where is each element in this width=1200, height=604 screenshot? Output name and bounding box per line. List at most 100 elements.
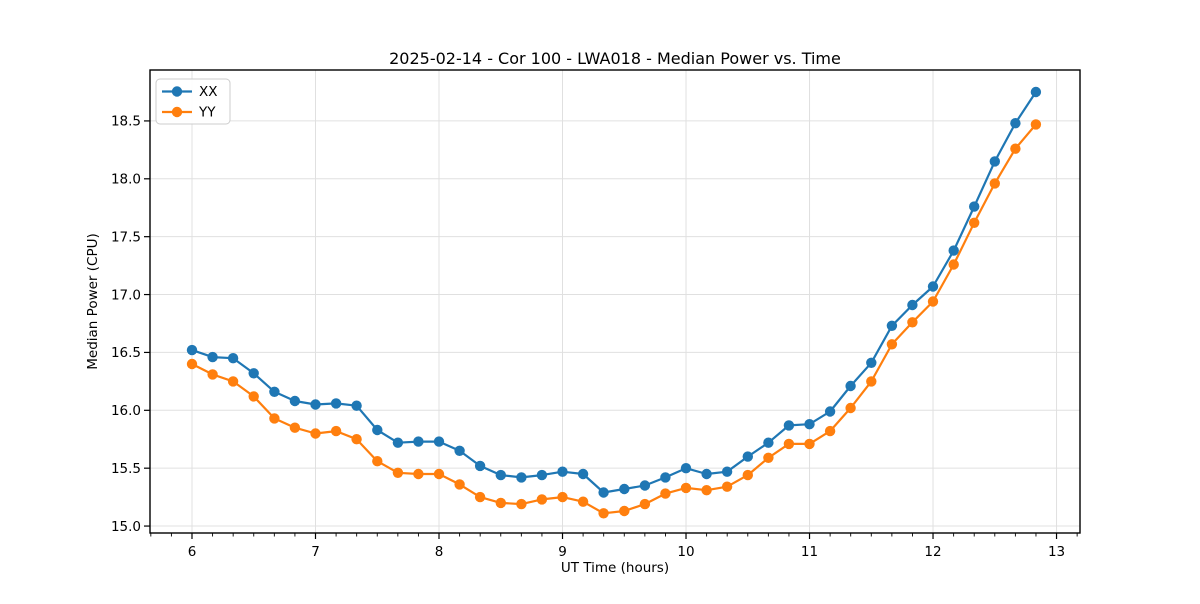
data-point-yy bbox=[763, 452, 774, 463]
data-point-xx bbox=[742, 451, 753, 462]
data-point-xx bbox=[804, 419, 815, 430]
data-point-yy bbox=[598, 508, 609, 519]
data-point-yy bbox=[495, 497, 506, 509]
data-point-xx bbox=[454, 445, 465, 456]
data-point-yy bbox=[516, 498, 527, 510]
data-point-xx bbox=[701, 468, 712, 480]
data-point-xx bbox=[969, 201, 980, 212]
data-point-xx bbox=[186, 344, 198, 356]
data-point-xx bbox=[907, 299, 918, 311]
data-point-yy bbox=[742, 469, 753, 481]
data-point-xx bbox=[536, 469, 548, 481]
chart-title: 2025-02-14 - Cor 100 - LWA018 - Median P… bbox=[389, 49, 841, 68]
x-tick-label: 13 bbox=[1048, 544, 1065, 560]
data-point-xx bbox=[886, 320, 898, 331]
data-point-xx bbox=[372, 424, 383, 436]
data-point-yy bbox=[289, 422, 301, 433]
legend-box bbox=[155, 78, 231, 125]
x-tick-label: 7 bbox=[311, 544, 320, 560]
data-point-xx bbox=[289, 395, 301, 407]
data-point-yy bbox=[1010, 143, 1021, 154]
data-point-xx bbox=[783, 420, 795, 431]
data-point-xx bbox=[598, 487, 609, 498]
data-point-xx bbox=[845, 380, 856, 392]
data-point-yy bbox=[1030, 119, 1042, 130]
legend-item-xx: XX bbox=[162, 84, 218, 100]
data-point-yy bbox=[269, 413, 280, 424]
data-point-yy bbox=[619, 505, 630, 517]
data-point-yy bbox=[577, 496, 589, 507]
data-point-yy bbox=[392, 467, 404, 478]
y-tick-label: 16.5 bbox=[111, 345, 141, 361]
data-point-yy bbox=[824, 425, 836, 437]
data-point-xx bbox=[680, 463, 692, 474]
data-point-xx bbox=[310, 399, 321, 410]
data-point-yy bbox=[907, 317, 918, 328]
data-point-xx bbox=[474, 460, 486, 472]
data-point-xx bbox=[433, 436, 445, 447]
data-point-yy bbox=[207, 369, 218, 380]
data-point-yy bbox=[310, 428, 321, 439]
data-point-yy bbox=[454, 479, 465, 490]
data-point-xx bbox=[392, 437, 404, 448]
data-point-xx bbox=[248, 368, 259, 379]
legend-marker-xx bbox=[171, 86, 183, 97]
data-point-xx bbox=[1010, 118, 1021, 129]
data-point-yy bbox=[186, 358, 198, 370]
data-point-xx bbox=[577, 468, 589, 480]
x-axis-label: UT Time (hours) bbox=[561, 560, 669, 576]
data-point-yy bbox=[248, 391, 259, 402]
data-point-yy bbox=[351, 434, 362, 445]
data-point-yy bbox=[989, 178, 1000, 189]
data-point-xx bbox=[927, 281, 939, 292]
data-point-yy bbox=[804, 438, 815, 450]
legend-label-xx: XX bbox=[199, 84, 218, 100]
data-point-yy bbox=[845, 402, 856, 414]
data-point-yy bbox=[927, 296, 939, 307]
data-point-yy bbox=[372, 456, 383, 467]
data-point-xx bbox=[495, 469, 506, 481]
data-point-xx bbox=[619, 483, 630, 495]
data-point-xx bbox=[989, 156, 1000, 167]
data-point-xx bbox=[207, 351, 218, 363]
data-point-yy bbox=[536, 494, 548, 505]
y-tick-label: 15.5 bbox=[111, 461, 141, 477]
axes: 6 7 8 9 10 11 12 13 15.0 15.5 16.0 16.5 17.0 17.5 18.0… bbox=[111, 69, 1081, 560]
gridlines bbox=[150, 70, 1080, 533]
data-point-yy bbox=[680, 482, 692, 494]
data-point-xx bbox=[639, 480, 651, 491]
data-point-xx bbox=[948, 245, 959, 256]
y-tick-label: 18.5 bbox=[111, 114, 141, 130]
data-point-xx bbox=[824, 406, 836, 417]
data-point-yy bbox=[721, 481, 733, 492]
data-point-xx bbox=[557, 466, 568, 477]
x-tick-label: 6 bbox=[188, 544, 197, 560]
data-point-yy bbox=[639, 498, 651, 510]
data-point-xx bbox=[763, 437, 774, 448]
data-point-yy bbox=[474, 491, 486, 503]
x-tick-label: 10 bbox=[677, 544, 694, 560]
data-point-yy bbox=[227, 376, 239, 387]
data-point-yy bbox=[886, 339, 898, 350]
data-point-yy bbox=[557, 491, 568, 503]
x-tick-label: 11 bbox=[801, 544, 818, 560]
data-point-xx bbox=[721, 466, 733, 477]
data-point-xx bbox=[1030, 86, 1042, 98]
data-point-yy bbox=[783, 438, 795, 450]
y-tick-label: 15.0 bbox=[111, 519, 141, 535]
data-point-yy bbox=[866, 376, 877, 387]
data-point-xx bbox=[866, 357, 877, 368]
y-tick-label: 17.5 bbox=[111, 229, 141, 245]
plot-border bbox=[149, 69, 1081, 534]
y-tick-label: 18.0 bbox=[111, 172, 141, 188]
legend-marker-yy bbox=[171, 106, 183, 118]
x-tick-label: 9 bbox=[558, 544, 567, 560]
y-tick-label: 17.0 bbox=[111, 287, 141, 303]
y-axis-label: Median Power (CPU) bbox=[85, 233, 101, 369]
x-tick-label: 8 bbox=[435, 544, 444, 560]
data-point-xx bbox=[660, 472, 671, 483]
data-point-xx bbox=[351, 400, 362, 411]
data-point-yy bbox=[433, 468, 445, 480]
